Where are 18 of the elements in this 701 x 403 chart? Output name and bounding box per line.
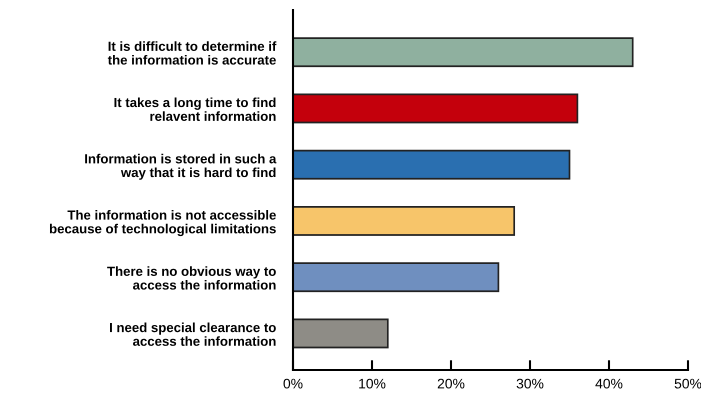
y-tick-label: Information is stored in such a way that it is hard to find: [85, 154, 276, 180]
x-tick-label: 30%: [516, 378, 544, 389]
bar: [293, 37, 634, 68]
y-tick-label: I need special clearance to access the information: [110, 322, 276, 346]
x-tick-label: 0%: [284, 378, 303, 389]
x-tick-label: 20%: [438, 378, 464, 389]
bar: [293, 262, 500, 292]
x-tick-label: 10%: [359, 378, 386, 389]
bar: [293, 318, 389, 348]
bar: [293, 94, 578, 124]
y-tick-label: It is difficult to determine if the information is accurate: [108, 41, 276, 65]
y-tick-label: The information is not accessible because of technological limitations: [50, 210, 276, 236]
x-tick-label: 50%: [674, 378, 701, 389]
y-tick-label: It takes a long time to find relavent information: [114, 97, 276, 121]
x-tick-label: 40%: [595, 378, 622, 389]
bar: [293, 150, 570, 180]
y-tick-label: There is no obvious way to access the information: [107, 266, 276, 290]
bar: [293, 206, 516, 236]
